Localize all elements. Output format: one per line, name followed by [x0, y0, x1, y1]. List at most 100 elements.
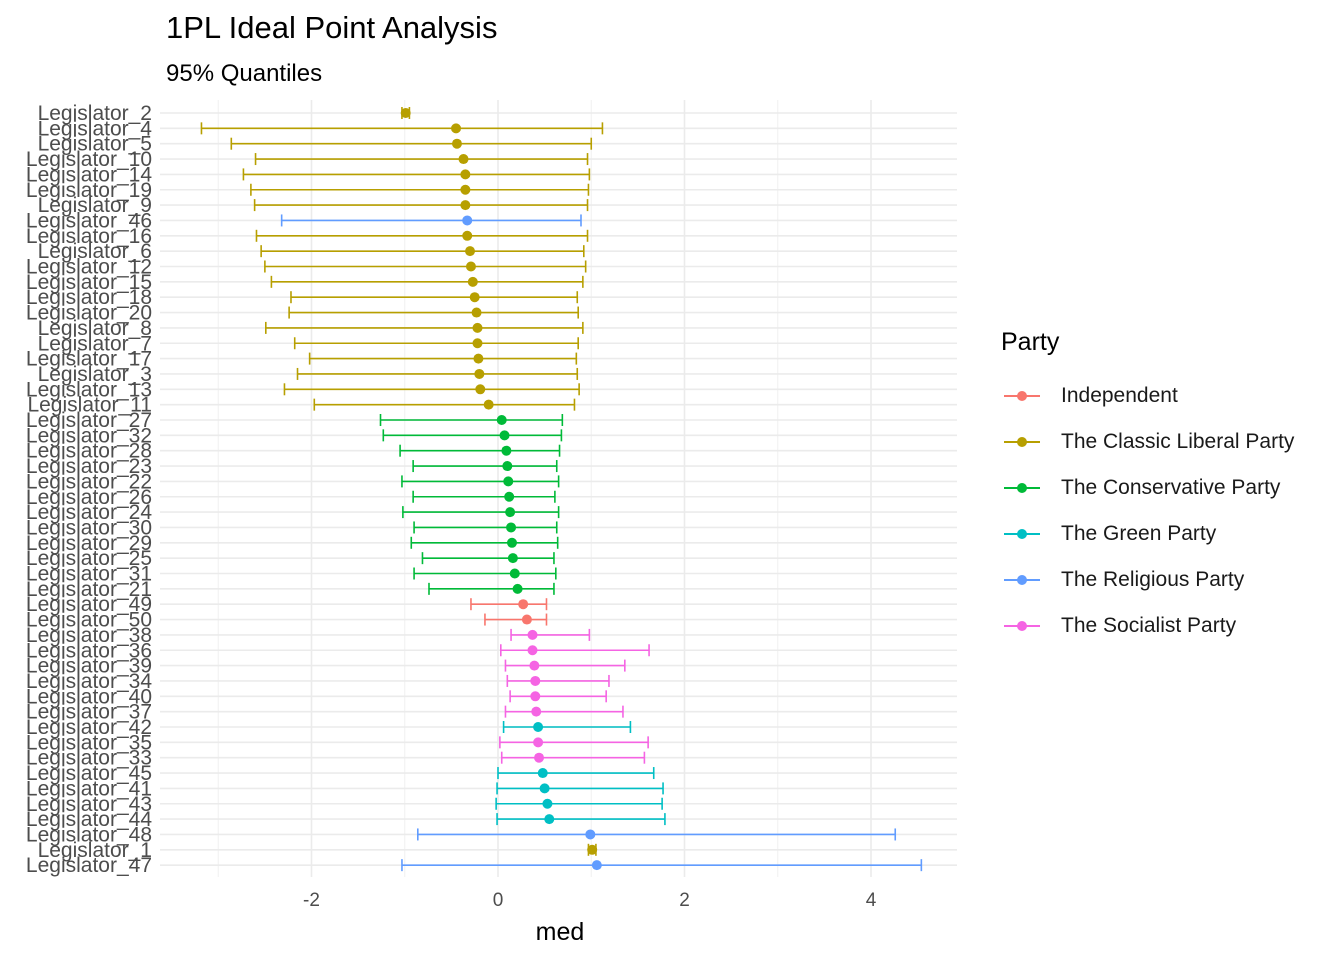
error-bar [428, 582, 555, 595]
data-point [506, 537, 517, 548]
legend-label: The Conservative Party [1061, 476, 1281, 499]
legend-item: Independent [1001, 373, 1294, 419]
chart-subtitle: 95% Quantiles [166, 60, 323, 87]
error-bar [270, 275, 584, 288]
data-point [539, 783, 550, 794]
error-bar [264, 260, 587, 273]
y-tick-label: Legislator_12 [26, 256, 152, 279]
data-point [512, 583, 523, 594]
data-point [527, 629, 538, 640]
x-tick-label: 2 [679, 890, 690, 911]
x-tick-label: 0 [493, 890, 504, 911]
legend: Party Independent The Classic Liberal Par… [1001, 328, 1294, 649]
y-tick-label: Legislator_29 [26, 532, 152, 555]
y-tick-label: Legislator_40 [26, 685, 152, 708]
error-bar [382, 429, 563, 442]
legend-key [1001, 478, 1043, 498]
data-point [542, 798, 553, 809]
y-tick-label: Legislator_10 [26, 148, 152, 171]
data-point [451, 138, 462, 149]
legend-key [1001, 432, 1043, 452]
error-bar [293, 337, 579, 350]
error-bar [250, 183, 590, 196]
y-tick-label: Legislator_13 [26, 378, 152, 401]
y-tick-label: Legislator_24 [26, 501, 152, 524]
y-tick-label: Legislator_35 [26, 731, 152, 754]
y-tick-label: Legislator_38 [26, 624, 152, 647]
legend-key [1001, 570, 1043, 590]
data-point [451, 123, 462, 134]
y-tick-label: Legislator_15 [26, 271, 152, 294]
error-bar [308, 352, 578, 365]
error-bar [283, 383, 580, 396]
data-point [591, 860, 602, 871]
error-bar [313, 398, 576, 411]
y-tick-label: Legislator_5 [38, 133, 152, 156]
y-tick-label: Legislator_14 [26, 163, 152, 186]
y-tick-label: Legislator_27 [26, 409, 152, 432]
data-point [462, 230, 473, 241]
y-tick-label: Legislator_37 [26, 701, 152, 724]
legend-items: Independent The Classic Liberal Party The … [1001, 373, 1294, 649]
data-point [529, 660, 540, 671]
error-bar [496, 782, 664, 795]
data-point [533, 737, 544, 748]
error-bar [280, 214, 582, 227]
y-tick-label: Legislator_11 [27, 394, 152, 417]
data-point [400, 108, 411, 118]
data-point [544, 814, 555, 825]
error-bar [265, 321, 584, 334]
plot-marks [200, 107, 923, 872]
y-tick-label: Legislator_8 [38, 317, 152, 340]
data-point [587, 844, 598, 855]
y-tick-label: Legislator_25 [26, 547, 152, 570]
error-bar [499, 736, 649, 749]
data-point [506, 522, 517, 533]
data-point [530, 691, 541, 702]
legend-label: The Socialist Party [1061, 614, 1237, 637]
error-bar [401, 475, 560, 488]
y-tick-label: Legislator_30 [26, 516, 152, 539]
y-tick-label: Legislator_20 [26, 302, 152, 325]
y-tick-label: Legislator_44 [26, 808, 152, 831]
legend-key [1001, 386, 1043, 406]
legend-item: The Socialist Party [1001, 603, 1294, 649]
error-bar [499, 644, 650, 657]
data-point [518, 599, 529, 610]
error-bar [500, 751, 646, 764]
error-bar [470, 598, 548, 611]
y-tick-label: Legislator_28 [26, 440, 152, 463]
data-point [473, 353, 484, 364]
data-point [460, 169, 471, 180]
error-bar [509, 690, 607, 703]
data-point [469, 292, 480, 303]
y-tick-label: Legislator_46 [26, 209, 152, 232]
data-point [474, 368, 485, 379]
data-point [483, 399, 494, 410]
data-point [472, 322, 483, 333]
y-tick-label: Legislator_45 [26, 762, 152, 785]
error-bar [421, 552, 555, 565]
error-bar [412, 460, 558, 473]
y-tick-label: Legislator_47 [26, 854, 152, 877]
data-point [460, 200, 471, 211]
y-tick-label: Legislator_17 [26, 348, 152, 371]
y-tick-label: Legislator_48 [26, 823, 152, 846]
chart-title: 1PL Ideal Point Analysis [166, 10, 498, 45]
data-point [471, 307, 482, 318]
error-bar [412, 490, 556, 503]
error-bar [379, 414, 564, 426]
error-bar [242, 168, 591, 181]
data-point [534, 752, 545, 763]
y-tick-label: Legislator_3 [38, 363, 152, 386]
legend-label: The Religious Party [1061, 568, 1245, 591]
legend-label: Independent [1061, 384, 1178, 407]
data-point [537, 768, 548, 779]
data-point [460, 184, 471, 195]
x-tick-labels: -2 0 2 4 [303, 890, 877, 911]
data-point [503, 476, 514, 487]
error-bar [230, 137, 593, 150]
y-tick-label: Legislator_2 [38, 102, 152, 125]
major-gridlines [160, 100, 957, 877]
data-point [527, 645, 538, 656]
